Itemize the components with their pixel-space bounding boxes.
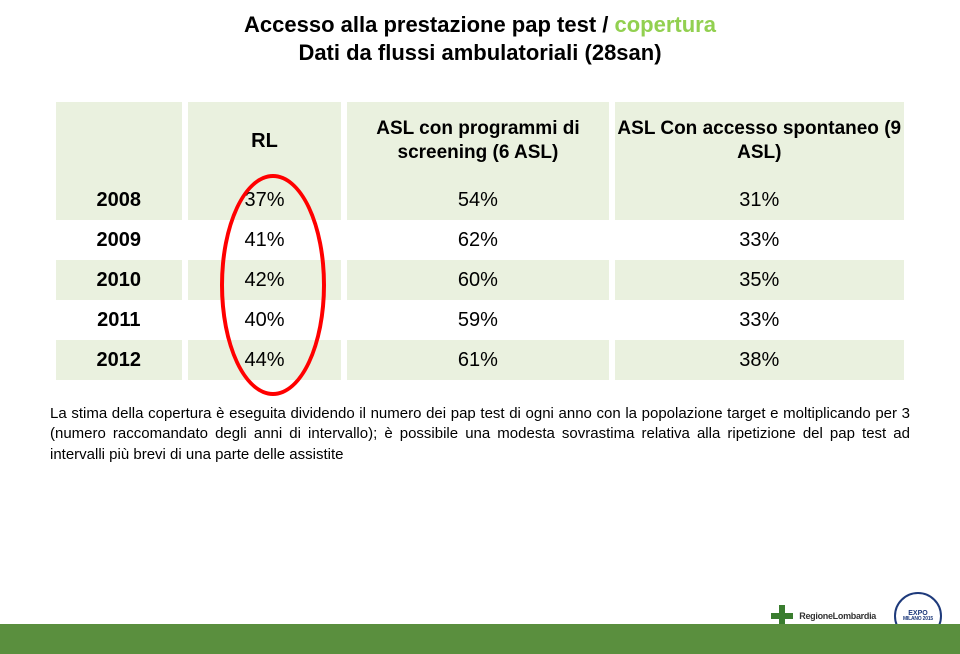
cell-prog: 60% (347, 260, 608, 300)
cell-rl: 42% (188, 260, 342, 300)
header-prog: ASL con programmi di screening (6 ASL) (347, 102, 608, 180)
footer-band (0, 624, 960, 654)
table-row: 2011 40% 59% 33% (56, 300, 904, 340)
cell-spon: 31% (615, 180, 904, 220)
header-empty (56, 102, 182, 180)
cell-spon: 35% (615, 260, 904, 300)
page-title-block: Accesso alla prestazione pap test / cope… (0, 0, 960, 66)
header-rl: RL (188, 102, 342, 180)
regione-text: RegioneLombardia (799, 611, 876, 621)
cell-rl: 44% (188, 340, 342, 380)
data-table: RL ASL con programmi di screening (6 ASL… (50, 102, 910, 380)
cell-year: 2010 (56, 260, 182, 300)
table-row: 2008 37% 54% 31% (56, 180, 904, 220)
table-row: 2012 44% 61% 38% (56, 340, 904, 380)
cell-rl: 37% (188, 180, 342, 220)
cell-rl: 41% (188, 220, 342, 260)
cell-prog: 62% (347, 220, 608, 260)
footnote-text: La stima della copertura è eseguita divi… (50, 404, 910, 465)
cell-year: 2008 (56, 180, 182, 220)
cell-rl: 40% (188, 300, 342, 340)
cell-prog: 54% (347, 180, 608, 220)
cell-spon: 33% (615, 300, 904, 340)
cell-spon: 38% (615, 340, 904, 380)
title-line-1: Accesso alla prestazione pap test / cope… (0, 12, 960, 38)
table-row: 2010 42% 60% 35% (56, 260, 904, 300)
title-highlight: copertura (615, 12, 716, 37)
expo-mid: MILANO 2015 (903, 617, 933, 622)
header-row: RL ASL con programmi di screening (6 ASL… (56, 102, 904, 180)
cell-prog: 61% (347, 340, 608, 380)
cell-year: 2011 (56, 300, 182, 340)
header-spon: ASL Con accesso spontaneo (9 ASL) (615, 102, 904, 180)
cell-year: 2012 (56, 340, 182, 380)
cell-prog: 59% (347, 300, 608, 340)
cell-spon: 33% (615, 220, 904, 260)
title-part-a: Accesso alla prestazione pap test / (244, 12, 614, 37)
table-container: RL ASL con programmi di screening (6 ASL… (50, 102, 910, 380)
cell-year: 2009 (56, 220, 182, 260)
title-line-2: Dati da flussi ambulatoriali (28san) (0, 40, 960, 66)
table-row: 2009 41% 62% 33% (56, 220, 904, 260)
